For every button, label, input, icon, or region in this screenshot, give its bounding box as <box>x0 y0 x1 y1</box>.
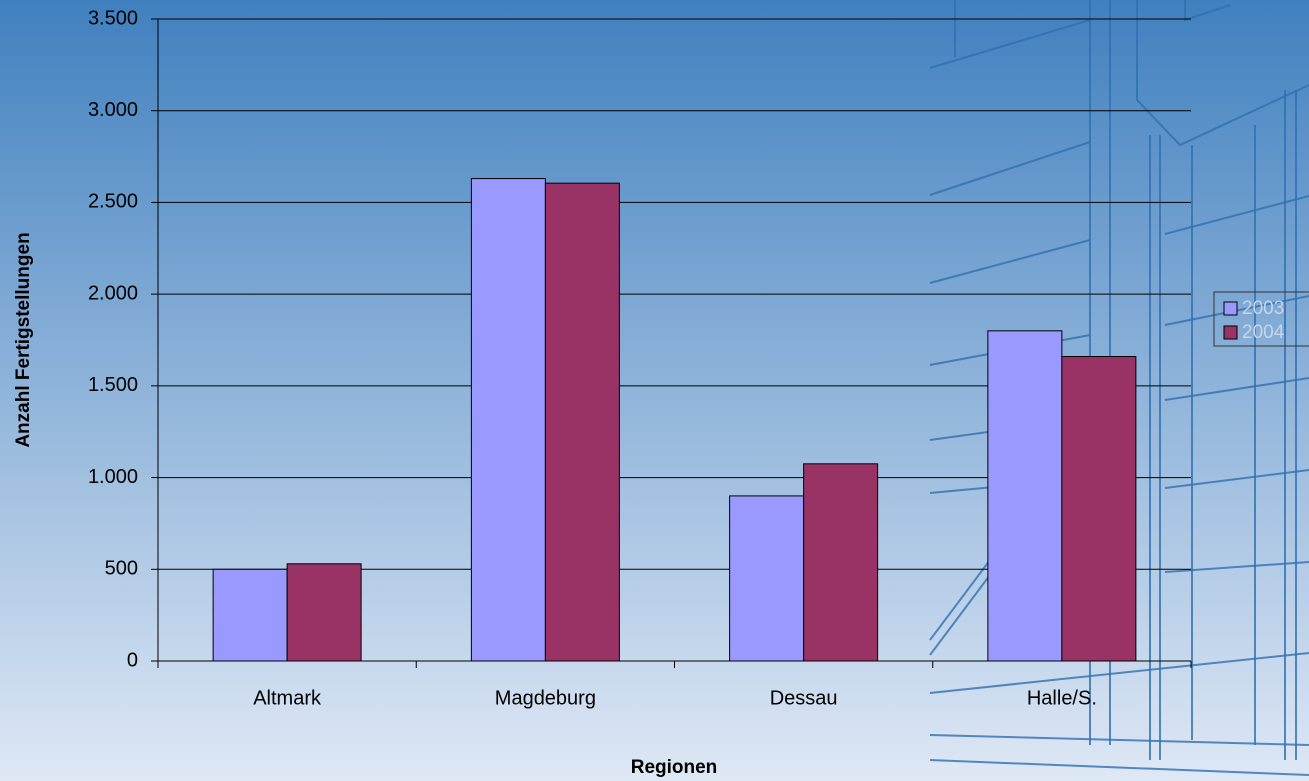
bar <box>286 563 362 662</box>
y-tick-label: 3.000 <box>88 99 138 121</box>
legend-label: 2004 <box>1242 322 1285 343</box>
y-tick-label: 2.000 <box>88 282 138 304</box>
y-tick-label: 500 <box>105 558 138 580</box>
x-tick-label: Altmark <box>253 687 322 709</box>
legend-swatch <box>1223 325 1238 340</box>
y-tick-label: 1.500 <box>88 374 138 396</box>
legend-swatch <box>1223 301 1238 316</box>
y-tick-label: 1.000 <box>88 466 138 488</box>
y-tick-label: 2.500 <box>88 191 138 213</box>
bar <box>1061 356 1137 662</box>
bar <box>212 568 288 662</box>
bar <box>729 495 805 662</box>
x-tick-label: Halle/S. <box>1027 687 1097 709</box>
bar <box>987 330 1063 662</box>
legend-label: 2003 <box>1242 298 1284 319</box>
x-tick-label: Magdeburg <box>495 687 596 709</box>
bar <box>544 182 620 662</box>
bar <box>470 178 546 662</box>
y-tick-label: 0 <box>127 649 138 671</box>
legend-box <box>1213 291 1309 347</box>
y-axis-title: Anzahl Fertigstellungen <box>13 232 34 447</box>
x-tick-label: Dessau <box>770 687 838 709</box>
y-tick-label: 3.500 <box>88 7 138 29</box>
bar <box>803 463 879 662</box>
x-axis-title: Regionen <box>631 757 718 778</box>
